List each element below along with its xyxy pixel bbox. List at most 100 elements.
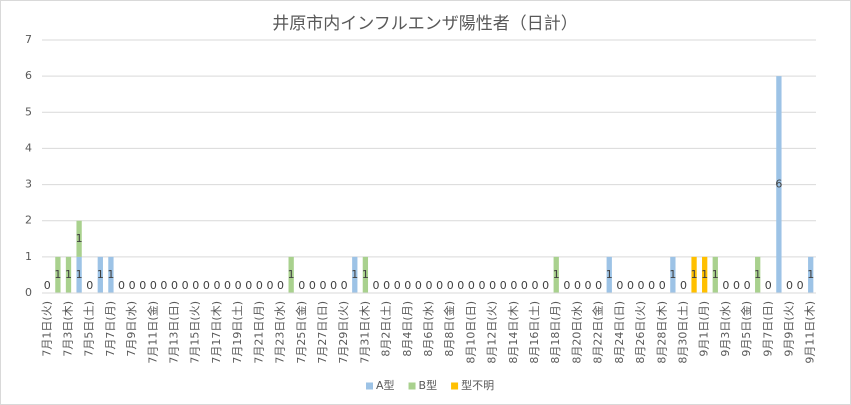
value-label: 0 [457, 279, 464, 292]
x-tick-label: 7月1日(火) [40, 301, 53, 357]
bar-segment [670, 256, 676, 293]
x-tick-label: 7月23日(水) [274, 301, 287, 364]
bar-segment [362, 256, 369, 293]
x-tick-label: 8月14日(木) [507, 301, 520, 364]
x-tick-label: 9月1日(月) [698, 301, 711, 357]
bar-segment [76, 256, 82, 293]
legend-swatch [408, 382, 416, 390]
value-label: 0 [245, 279, 252, 292]
value-label: 0 [309, 279, 316, 292]
y-tick-label: 6 [25, 69, 32, 82]
value-label: 1 [701, 268, 708, 281]
legend-label: 型不明 [461, 378, 494, 392]
value-label: 0 [616, 279, 623, 292]
value-label: 1 [288, 268, 295, 281]
bar-segment [55, 256, 61, 293]
value-label: 0 [203, 279, 210, 292]
value-label: 0 [521, 279, 528, 292]
bar-segment [288, 256, 294, 293]
x-tick-label: 8月8日(金) [442, 301, 456, 357]
value-label: 1 [107, 268, 114, 281]
x-tick-label: 8月28日(木) [655, 301, 668, 364]
value-label: 1 [54, 268, 61, 281]
value-label: 0 [319, 279, 326, 292]
y-tick-label: 4 [25, 141, 32, 154]
x-tick-label: 7月13日(日) [168, 301, 181, 364]
value-label: 0 [648, 279, 655, 292]
x-tick-label: 7月25日(金) [294, 301, 308, 364]
bar-segment [108, 256, 114, 293]
x-tick-label: 9月5日(金) [739, 301, 753, 357]
value-label: 0 [235, 279, 242, 292]
value-label: 0 [500, 279, 507, 292]
x-tick-label: 8月26日(火) [634, 301, 647, 364]
x-tick-label: 7月3日(木) [62, 301, 75, 357]
value-label: 1 [76, 232, 83, 245]
x-tick-label: 8月24日(日) [613, 301, 626, 364]
value-label: 0 [182, 279, 189, 292]
x-tick-label: 7月31日(木) [358, 301, 371, 364]
value-label: 1 [362, 268, 369, 281]
y-tick-label: 3 [25, 178, 32, 191]
x-tick-label: 7月27日(日) [316, 301, 329, 364]
value-label: 0 [44, 279, 51, 292]
bar-segment [553, 256, 559, 293]
bar-segment [776, 76, 782, 294]
x-tick-label: 8月30日(土) [676, 301, 689, 364]
x-tick-label: 7月17日(木) [210, 301, 223, 364]
value-label: 0 [786, 279, 793, 292]
y-tick-label: 1 [25, 250, 32, 263]
value-label: 0 [171, 279, 178, 292]
value-label: 0 [372, 279, 379, 292]
value-label: 0 [415, 279, 422, 292]
value-label: 1 [351, 268, 358, 281]
value-label: 6 [775, 178, 782, 191]
value-label: 0 [722, 279, 729, 292]
value-label: 0 [638, 279, 645, 292]
value-label: 1 [65, 268, 72, 281]
value-label: 0 [595, 279, 602, 292]
value-label: 1 [97, 268, 104, 281]
x-tick-label: 8月16日(土) [528, 301, 541, 364]
legend-swatch [366, 382, 373, 390]
legend-label: A型 [376, 378, 395, 392]
value-label: 0 [563, 279, 570, 292]
value-label: 0 [224, 279, 231, 292]
value-label: 0 [118, 279, 125, 292]
value-label: 0 [150, 279, 157, 292]
value-label: 0 [213, 279, 220, 292]
value-label: 0 [574, 279, 581, 292]
x-tick-label: 9月3日(水) [719, 301, 732, 357]
value-label: 1 [553, 268, 560, 281]
value-label: 0 [744, 279, 751, 292]
value-label: 0 [585, 279, 592, 292]
value-label: 0 [394, 279, 401, 292]
value-label: 0 [256, 279, 263, 292]
x-tick-label: 7月5日(土) [83, 301, 96, 357]
value-label: 1 [807, 268, 814, 281]
x-tick-label: 7月15日(火) [189, 301, 202, 364]
bar-segment [691, 256, 697, 293]
x-tick-label: 8月20日(水) [570, 301, 583, 364]
y-tick-label: 7 [25, 33, 32, 46]
value-label: 0 [139, 279, 146, 292]
value-label: 1 [606, 268, 613, 281]
value-label: 1 [754, 268, 761, 281]
value-label: 0 [659, 279, 666, 292]
chart-title: 井原市内インフルエンザ陽性者（日計） [272, 14, 578, 34]
value-label: 0 [680, 279, 687, 292]
value-label: 1 [691, 268, 698, 281]
value-label: 0 [532, 279, 539, 292]
legend-label: B型 [419, 378, 438, 392]
bar-segment [352, 256, 358, 293]
bar-segment [755, 256, 761, 293]
x-tick-label: 8月2日(土) [380, 301, 393, 357]
value-label: 0 [489, 279, 496, 292]
legend-swatch [451, 382, 459, 390]
x-tick-label: 7月11日(金) [145, 301, 159, 364]
value-label: 0 [733, 279, 740, 292]
x-tick-label: 8月10日(日) [464, 301, 477, 364]
bar-segment [76, 220, 82, 257]
x-tick-label: 9月9日(火) [782, 301, 795, 357]
x-tick-label: 7月29日(火) [337, 301, 350, 364]
